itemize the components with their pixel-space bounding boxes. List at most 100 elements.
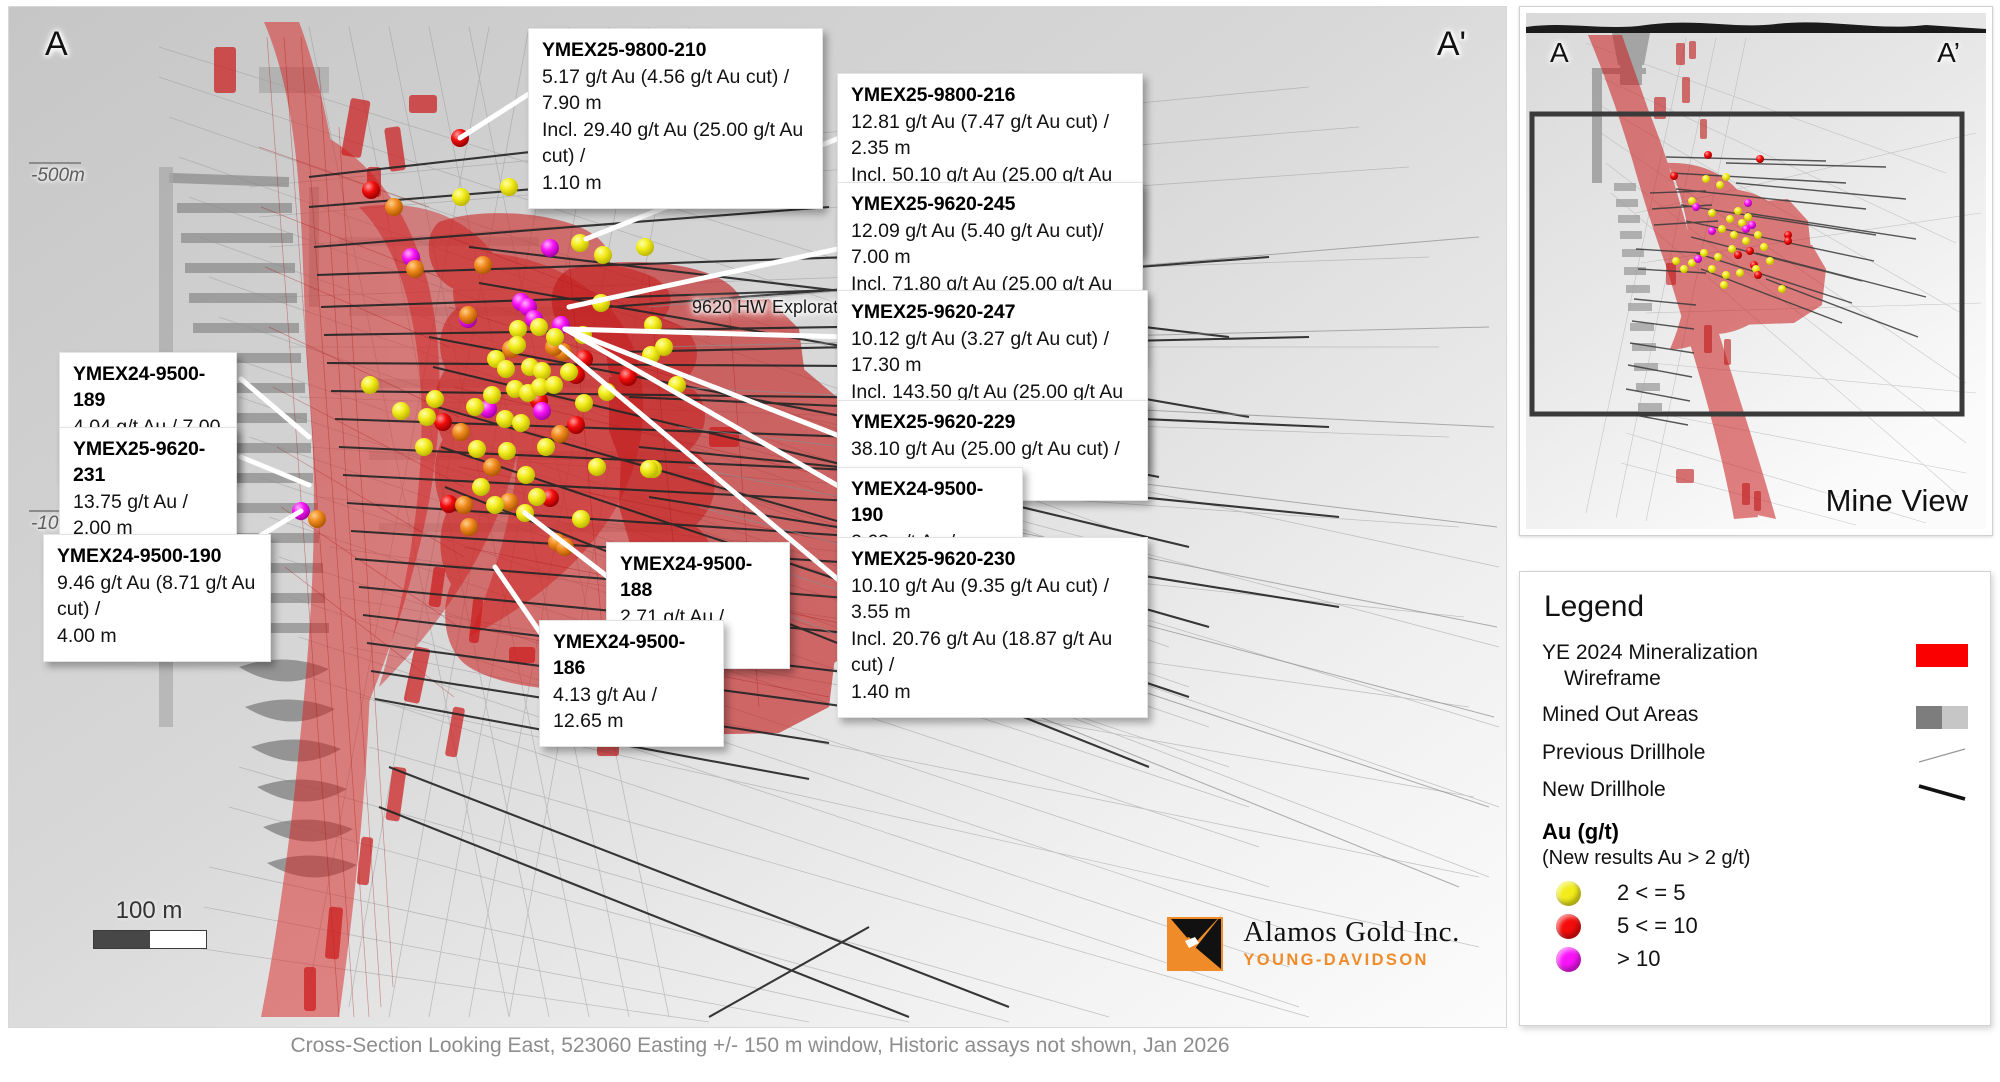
legend-label-previous-drillhole: Previous Drillhole bbox=[1542, 741, 1706, 765]
mine-view-label-a-prime: A’ bbox=[1937, 37, 1960, 68]
assay-point-orange bbox=[500, 493, 518, 511]
scale-bar-graphic bbox=[93, 930, 207, 949]
company-logo: Alamos Gold Inc. YOUNG-DAVIDSON bbox=[1165, 913, 1460, 975]
assay-point-red bbox=[541, 489, 559, 507]
assay-point-yellow bbox=[655, 338, 673, 356]
legend-label-mined-out: Mined Out Areas bbox=[1542, 703, 1699, 727]
callout-hole-id: YMEX24-9500-190 bbox=[851, 478, 984, 526]
mine-view-assay-points bbox=[1670, 151, 1792, 293]
callout-line-1: 10.10 g/t Au (9.35 g/t Au cut) / 3.55 m bbox=[851, 574, 1110, 623]
legend-item-mineralization: YE 2024 Mineralization Wireframe bbox=[1542, 640, 1968, 691]
assay-point-orange bbox=[551, 425, 569, 443]
legend-label-mineralization-2: Wireframe bbox=[1564, 666, 1661, 690]
legend-au-title: Au (g/t) bbox=[1542, 819, 1619, 845]
scale-bar-dark-half bbox=[94, 931, 150, 948]
callout-line-1: 13.75 g/t Au / 2.00 m bbox=[73, 490, 188, 539]
assay-point-orange bbox=[452, 423, 470, 441]
legend-dot-magenta-icon bbox=[1556, 946, 1581, 972]
assay-point-yellow bbox=[508, 336, 526, 354]
assay-point-yellow bbox=[528, 488, 546, 506]
assay-point-yellow bbox=[517, 466, 535, 484]
callout-hole-id: YMEX24-9500-189 bbox=[73, 363, 206, 411]
callout-hole-id: YMEX25-9620-229 bbox=[851, 411, 1016, 433]
assay-point-yellow bbox=[530, 318, 548, 336]
legend-swatch-previous-drillhole bbox=[1916, 744, 1968, 766]
section-label-a: A bbox=[45, 25, 68, 63]
callout-hole-id: YMEX25-9620-231 bbox=[73, 438, 206, 486]
legend-au-label-high: > 10 bbox=[1617, 946, 1661, 972]
callout-line-3: 1.40 m bbox=[851, 680, 911, 703]
legend-swatch-new-drillhole bbox=[1916, 781, 1968, 803]
legend-swatch-mineralization bbox=[1916, 644, 1968, 667]
callout-line-1: 4.13 g/t Au / 12.65 m bbox=[553, 683, 658, 732]
mine-view-title: Mine View bbox=[1825, 483, 1968, 518]
mine-view-graphic: A A’ Mine View bbox=[1526, 13, 1986, 529]
callout-ymex24-9500-190-left[interactable]: YMEX24-9500-190 9.46 g/t Au (8.71 g/t Au… bbox=[43, 534, 271, 662]
assay-point-yellow bbox=[572, 510, 590, 528]
assay-point-yellow bbox=[546, 328, 564, 346]
callout-hole-id: YMEX25-9620-230 bbox=[851, 548, 1016, 570]
section-extent-box bbox=[1529, 111, 1965, 417]
cross-section-panel: A A' -500m -1000m 9620 HW Exploration dr… bbox=[8, 6, 1507, 1028]
legend-label-mineralization: YE 2024 Mineralization bbox=[1542, 641, 1758, 664]
legend-au-class-low: 2 < = 5 bbox=[1542, 880, 1968, 906]
callout-hole-id: YMEX25-9800-210 bbox=[542, 39, 707, 61]
assay-point-yellow bbox=[497, 360, 515, 378]
assay-point-red bbox=[619, 368, 637, 386]
assay-point-yellow bbox=[640, 460, 658, 478]
callout-ymex25-9800-210[interactable]: YMEX25-9800-210 5.17 g/t Au (4.56 g/t Au… bbox=[528, 28, 823, 209]
assay-point-yellow bbox=[636, 238, 654, 256]
assay-point-yellow bbox=[486, 496, 504, 514]
assay-point-yellow bbox=[466, 398, 484, 416]
legend-dot-red-icon bbox=[1556, 913, 1581, 939]
assay-point-yellow bbox=[496, 410, 514, 428]
mine-view-label-a: A bbox=[1550, 37, 1569, 68]
callout-line-3: 1.10 m bbox=[542, 171, 602, 194]
section-label-a-prime: A' bbox=[1436, 25, 1466, 63]
assay-point-yellow bbox=[575, 394, 593, 412]
assay-point-orange bbox=[308, 510, 326, 528]
scale-bar-light-half bbox=[150, 931, 206, 948]
assay-point-yellow bbox=[498, 442, 516, 460]
legend-au-subtitle: (New results Au > 2 g/t) bbox=[1542, 847, 1751, 870]
scale-bar-label: 100 m bbox=[115, 897, 183, 924]
assay-point-orange bbox=[474, 256, 492, 274]
callout-hole-id: YMEX24-9500-186 bbox=[553, 631, 686, 679]
assay-point-magenta bbox=[541, 239, 559, 257]
callout-ymex25-9620-231[interactable]: YMEX25-9620-231 13.75 g/t Au / 2.00 m bbox=[59, 427, 237, 554]
figure-caption: Cross-Section Looking East, 523060 Easti… bbox=[290, 1034, 1230, 1057]
company-logo-text: Alamos Gold Inc. YOUNG-DAVIDSON bbox=[1243, 918, 1460, 970]
assay-point-yellow bbox=[418, 408, 436, 426]
assay-point-orange bbox=[385, 198, 403, 216]
depth-rule-500 bbox=[29, 162, 81, 164]
assay-point-yellow bbox=[426, 390, 444, 408]
mine-name: YOUNG-DAVIDSON bbox=[1243, 951, 1429, 969]
legend-title: Legend bbox=[1544, 590, 1645, 623]
callout-ymex24-9500-186[interactable]: YMEX24-9500-186 4.13 g/t Au / 12.65 m bbox=[539, 620, 724, 747]
callout-line-2: Incl. 20.76 g/t Au (18.87 g/t Au cut) / bbox=[851, 627, 1113, 676]
assay-point-red bbox=[440, 495, 458, 513]
legend-au-label-mid: 5 < = 10 bbox=[1617, 913, 1698, 939]
assay-point-orange bbox=[406, 260, 424, 278]
assay-point-red bbox=[567, 416, 585, 434]
legend-au-class-mid: 5 < = 10 bbox=[1542, 913, 1968, 939]
assay-point-yellow bbox=[594, 246, 612, 264]
callout-line-1: 5.17 g/t Au (4.56 g/t Au cut) / 7.90 m bbox=[542, 65, 790, 114]
legend-item-mined-out: Mined Out Areas bbox=[1542, 702, 1968, 730]
assay-point-orange bbox=[459, 306, 477, 324]
alamos-logo-icon bbox=[1165, 913, 1227, 975]
callout-hole-id: YMEX25-9620-245 bbox=[851, 193, 1016, 215]
assay-point-yellow bbox=[531, 378, 549, 396]
legend-dot-yellow-icon bbox=[1556, 880, 1581, 906]
assay-point-yellow bbox=[533, 362, 551, 380]
assay-point-yellow bbox=[472, 478, 490, 496]
callout-line-1: 10.12 g/t Au (3.27 g/t Au cut) / 17.30 m bbox=[851, 327, 1110, 376]
callout-line-2: Incl. 29.40 g/t Au (25.00 g/t Au cut) / bbox=[542, 118, 804, 167]
assay-point-yellow bbox=[452, 188, 470, 206]
legend-label-new-drillhole: New Drillhole bbox=[1542, 778, 1666, 802]
assay-point-yellow bbox=[361, 376, 379, 394]
legend-au-class-high: > 10 bbox=[1542, 946, 1968, 972]
callout-ymex25-9620-230[interactable]: YMEX25-9620-230 10.10 g/t Au (9.35 g/t A… bbox=[837, 537, 1148, 718]
assay-point-orange bbox=[483, 458, 501, 476]
